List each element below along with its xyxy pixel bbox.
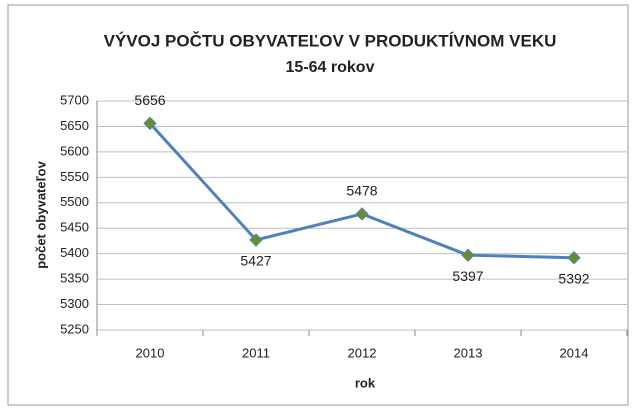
y-axis-label: počet obyvateľov [33,160,48,268]
marker [567,251,581,265]
x-tick-label: 2011 [242,345,270,360]
y-tick-label: 5350 [60,271,89,286]
y-tick-label: 5600 [60,143,89,158]
marker [249,233,263,247]
x-tick-label: 2010 [136,345,165,360]
y-tick-label: 5700 [60,92,89,107]
y-tick-label: 5250 [60,321,89,336]
y-tick-label: 5650 [60,118,89,133]
data-label: 5656 [134,92,165,108]
chart-border [7,4,629,406]
x-tick-label: 2014 [560,345,589,360]
y-tick-label: 5450 [60,220,89,235]
x-tick-label: 2012 [348,345,377,360]
x-tick-label: 2013 [454,345,483,360]
data-label: 5397 [452,268,483,284]
marker [355,207,369,221]
chart-title: VÝVOJ POČTU OBYVATEĽOV V PRODUKTÍVNOM VE… [104,31,557,50]
data-label: 5478 [346,183,377,199]
y-tick-label: 5500 [60,194,89,209]
y-tick-label: 5400 [60,245,89,260]
data-label: 5427 [240,253,271,269]
y-tick-label: 5550 [60,169,89,184]
chart-subtitle: 15-64 rokov [286,59,375,76]
x-axis-label: rok [355,375,376,390]
marker [461,248,475,262]
y-tick-label: 5300 [60,296,89,311]
data-label: 5392 [558,270,589,286]
marker [143,116,157,131]
